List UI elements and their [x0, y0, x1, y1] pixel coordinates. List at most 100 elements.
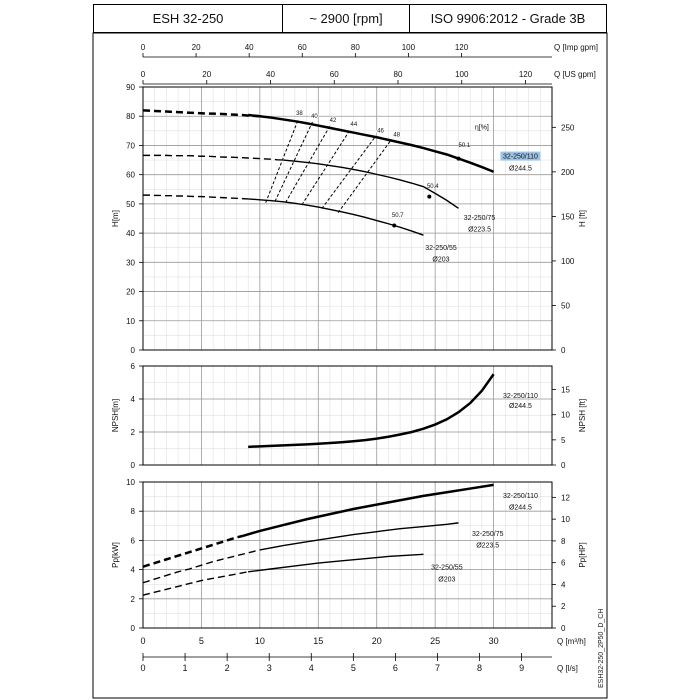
pp-plot-border: [142, 481, 553, 629]
efficiency-value-label: 50.1: [459, 143, 471, 149]
power-series-diameter-label: Ø223.5: [476, 543, 499, 550]
bottom-axis-m3h-tick-label: 10: [255, 636, 265, 646]
bottom-axis-ls-tick-label: 1: [183, 663, 188, 673]
efficiency-level-label: 42: [330, 118, 337, 124]
h-right-axis-title: H [ft]: [578, 210, 587, 227]
pp-y-tick-label: 8: [131, 507, 136, 516]
top-axis-0-tick-label: 60: [298, 43, 307, 52]
top-axis-1-tick-label: 60: [330, 70, 339, 79]
bottom-axis-m3h-tick-label: 15: [313, 636, 323, 646]
npsh-y-tick-label: 2: [131, 428, 136, 437]
top-axis-0-tick-label: 40: [245, 43, 254, 52]
top-axis-0-title: Q [Imp gpm]: [554, 43, 598, 52]
top-axis-1-tick-label: 100: [455, 70, 469, 79]
efficiency-axis-label: η[%]: [475, 124, 489, 131]
h-y-tick-label: 90: [126, 83, 135, 92]
npsh-right-tick-label: 10: [561, 411, 570, 420]
h-y-tick-label: 80: [126, 112, 135, 121]
npsh-right-axis-title: NPSH [ft]: [578, 399, 587, 432]
pp-y-tick-label: 2: [131, 595, 136, 604]
pp-right-tick-label: 12: [561, 493, 570, 502]
top-axis-1-tick-label: 120: [519, 70, 533, 79]
npsh-y-axis-title: NPSH[m]: [111, 399, 120, 432]
h-right-tick-label: 100: [561, 257, 575, 266]
h-series-diameter-label: Ø244.5: [509, 165, 532, 172]
npsh-y-tick-label: 4: [131, 395, 136, 404]
npsh-plot-border: [142, 365, 553, 466]
bottom-axis-ls-tick-label: 0: [140, 663, 145, 673]
pp-series-0-dashed-line: [142, 534, 243, 568]
pp-right-tick-label: 10: [561, 515, 570, 524]
pp-right-axis-title: Pp[HP]: [578, 542, 587, 567]
efficiency-level-label: 48: [393, 132, 400, 138]
bottom-axis-m3h-tick-label: 30: [489, 636, 499, 646]
npsh-series-0-line: [248, 373, 495, 449]
pp-y-tick-label: 0: [131, 624, 136, 633]
h-plot-border: [142, 86, 553, 351]
h-series-1-dashed-line: [143, 154, 284, 161]
npsh-right-tick-label: 5: [561, 436, 566, 445]
document-code: ESH32-250_2P50_D_CH: [598, 608, 605, 688]
top-axis-1-title: Q [US gpm]: [554, 70, 596, 79]
h-y-tick-label: 20: [126, 288, 135, 297]
h-y-axis-title: H[m]: [111, 210, 120, 227]
power-series-name-label: 32-250/110: [503, 493, 538, 500]
h-series-0-dashed-line: [142, 109, 260, 118]
h-series-diameter-label: Ø223.5: [468, 227, 491, 234]
efficiency-value-label: 50.7: [392, 213, 404, 219]
efficiency-level-label: 44: [350, 122, 357, 128]
bottom-axis-ls-tick-label: 6: [393, 663, 398, 673]
bottom-axis-ls-tick-label: 8: [477, 663, 482, 673]
power-series-name-label: 32-250/55: [431, 565, 463, 572]
h-y-tick-label: 30: [126, 258, 135, 267]
efficiency-level-label: 38: [296, 111, 303, 117]
top-axis-1-tick-label: 80: [394, 70, 403, 79]
bottom-axis-ls-tick-label: 7: [435, 663, 440, 673]
efficiency-value-label: 50.4: [427, 184, 439, 190]
bottom-axis-ls-tick-label: 9: [519, 663, 524, 673]
pp-right-tick-label: 0: [561, 624, 566, 633]
npsh-y-tick-label: 6: [131, 362, 136, 371]
pp-y-axis-title: Pp[kW]: [111, 542, 120, 568]
top-axis-0-tick-label: 20: [192, 43, 201, 52]
h-y-tick-label: 70: [126, 141, 135, 150]
best-efficiency-point: [427, 194, 432, 199]
top-axis-1-tick-label: 40: [266, 70, 275, 79]
h-right-tick-label: 250: [561, 123, 575, 132]
bottom-axis-ls-tick-label: 2: [225, 663, 230, 673]
efficiency-level-label: 40: [311, 114, 318, 120]
top-axis-0-tick-label: 100: [402, 43, 416, 52]
bottom-axis-m3h-tick-label: 5: [199, 636, 204, 646]
pp-series-2-line: [248, 553, 424, 573]
h-y-tick-label: 10: [126, 317, 135, 326]
bottom-axis-m3h-tick-label: 20: [372, 636, 382, 646]
top-axis-0-tick-label: 0: [141, 43, 146, 52]
pp-series-1-dashed-line: [142, 549, 261, 584]
h-right-tick-label: 50: [561, 301, 570, 310]
h-y-tick-label: 0: [131, 346, 136, 355]
top-axis-0-tick-label: 80: [351, 43, 360, 52]
bottom-axis-ls-tick-label: 3: [267, 663, 272, 673]
h-y-tick-label: 50: [126, 200, 135, 209]
selected-curve-highlight: [500, 151, 541, 161]
best-efficiency-point: [456, 156, 461, 161]
h-y-tick-label: 40: [126, 229, 135, 238]
npsh-series-name-label: 32-250/110: [503, 393, 538, 400]
pp-series-1-line: [259, 522, 459, 551]
h-series-1-line: [283, 159, 459, 209]
pp-series-0-line: [241, 483, 494, 538]
pp-right-tick-label: 6: [561, 559, 566, 568]
best-efficiency-point: [392, 223, 397, 228]
npsh-y-tick-label: 0: [131, 461, 136, 470]
bottom-axis-ls-tick-label: 5: [351, 663, 356, 673]
pp-right-tick-label: 4: [561, 580, 566, 589]
h-series-diameter-label: Ø203: [432, 256, 449, 263]
bottom-axis-m3h-title: Q [m³/h]: [557, 637, 586, 646]
h-series-name-label: 32-250/110: [503, 154, 538, 161]
bottom-axis-m3h-tick-label: 25: [430, 636, 440, 646]
power-series-name-label: 32-250/75: [472, 531, 504, 538]
pp-y-tick-label: 6: [131, 536, 136, 545]
power-series-diameter-label: Ø203: [438, 576, 455, 583]
